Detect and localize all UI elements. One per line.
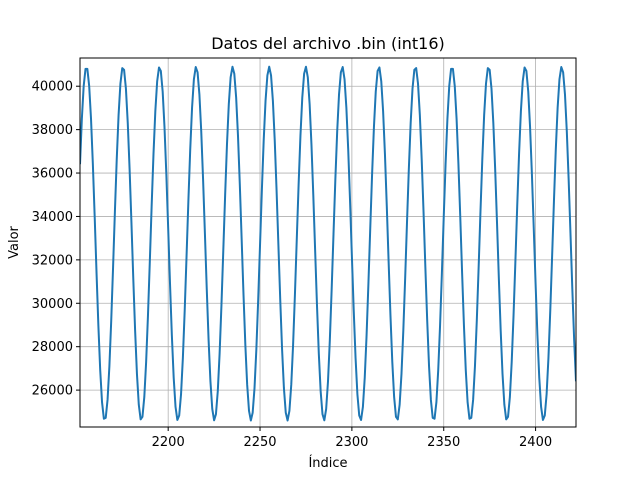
ticks: 2200 2250 2300 2350 2400 26000 28000 30000 32000… (32, 80, 552, 450)
x-tick-label: 2300 (335, 435, 368, 450)
x-tick-label: 2250 (243, 435, 276, 450)
y-tick-label: 36000 (32, 167, 73, 182)
chart-title: Datos del archivo .bin (int16) (211, 34, 445, 53)
y-tick-label: 30000 (32, 297, 73, 312)
y-tick-label: 28000 (32, 340, 73, 355)
series-layer (80, 65, 576, 422)
y-tick-label: 38000 (32, 123, 73, 138)
y-tick-label: 34000 (32, 210, 73, 225)
y-tick-label: 32000 (32, 253, 73, 268)
plot-frame (79, 57, 577, 428)
x-tick-label: 2400 (519, 435, 552, 450)
series-line (80, 65, 576, 422)
x-tick-label: 2350 (427, 435, 460, 450)
x-tick-label: 2200 (152, 435, 185, 450)
y-axis-label: Valor (7, 225, 22, 258)
y-tick-label: 40000 (32, 80, 73, 95)
x-axis-label: Índice (308, 455, 347, 471)
y-tick-label: 26000 (32, 384, 73, 399)
